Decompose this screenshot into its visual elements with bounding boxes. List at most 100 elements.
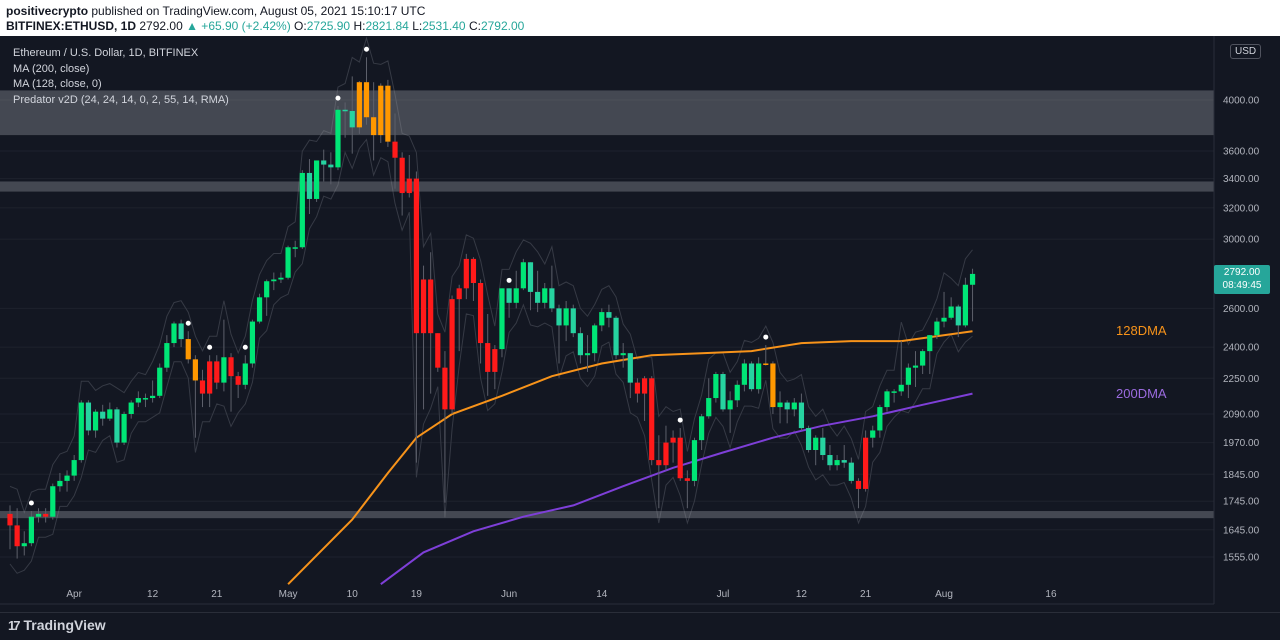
price-axis-label: 1970.00 [1223,438,1260,449]
candle-body [570,308,576,334]
candle-body [706,398,712,417]
candle-body [121,413,127,443]
candle-body [592,325,598,354]
candle-body [584,353,591,356]
candle-body [813,437,819,451]
candle-body [549,288,555,309]
price-axis-label: 2400.00 [1223,343,1260,354]
time-axis-label: May [279,589,298,600]
signal-dot [677,417,683,423]
candle-body [770,363,776,408]
candle-body [228,357,234,377]
time-axis-label: 21 [860,589,872,600]
candle-body [14,525,20,547]
candle-body [798,402,805,429]
candles [7,57,976,559]
signal-dot [207,344,213,350]
author-name[interactable]: positivecrypto [6,4,89,18]
candle-body [171,323,177,344]
currency-button[interactable]: USD [1230,44,1262,59]
candle-body [613,317,619,356]
candle-body [556,308,562,326]
candle-body [791,402,797,410]
tradingview-logo[interactable]: 17 TradingView [8,617,106,633]
candle-body [371,117,377,136]
candle-body [713,374,719,399]
legend-ma200[interactable]: MA (200, close) [13,62,90,75]
price-axis-label: 2250.00 [1223,374,1260,385]
candle-body [385,85,391,142]
candle-body [891,391,897,393]
candle-body [142,398,149,400]
candle-body [649,378,655,461]
signal-dot [28,500,34,506]
publish-line: published on TradingView.com, August 05,… [91,4,426,18]
candle-body [7,513,13,526]
candle-body [114,409,120,443]
candle-body [28,516,34,544]
legend-predator[interactable]: Predator v2D (24, 24, 14, 0, 2, 55, 14, … [13,93,229,106]
last-price-value: 2792.00 [1223,267,1261,278]
candle-body [848,462,854,481]
candle-body [485,343,491,372]
candle-body [841,460,847,463]
candle-body [748,363,755,390]
time-axis-label: 12 [147,589,159,600]
candle-body [71,460,77,476]
candle-body [449,299,455,410]
candle-body [670,437,676,443]
candle-body [477,282,484,344]
close-label: C: [468,19,481,33]
signal-dot [763,334,769,340]
candle-body [827,455,833,466]
last-price: 2792.00 [139,19,183,33]
time-axis-label: Jul [717,589,730,600]
candle-body [192,359,198,381]
candle-body [428,279,434,334]
candle-body [727,400,733,410]
time-axis-label: 14 [596,589,608,600]
grid-lines [0,36,1214,574]
candle-body [535,291,541,303]
candle-body [720,374,726,410]
candle-body [214,361,220,383]
candle-body [620,353,626,356]
ma128-line [287,330,973,585]
candle-body [691,440,698,481]
ma200-label: 200DMA [1116,386,1167,401]
candle-body [677,437,683,479]
candle-body [470,258,477,283]
candle-body [962,284,969,326]
ma200-line [380,392,973,586]
legend-title[interactable]: Ethereum / U.S. Dollar, 1D, BITFINEX [13,47,199,59]
legend-ma128[interactable]: MA (128, close, 0) [13,78,102,90]
high-label: H: [353,19,366,33]
candle-body [627,353,633,383]
candle-body [292,247,298,249]
high-value: 2821.84 [365,19,409,33]
price-zone [0,511,1214,519]
time-axis-label: Aug [935,589,953,600]
symbol-ohlc-line: BITFINEX:ETHUSD, 1D 2792.00 ▲ +65.90 (+2… [6,19,524,33]
predator-lower-band [9,138,973,574]
candle-body [306,172,313,199]
candle-body [513,288,519,303]
candle-body [392,141,398,158]
chart-pane[interactable] [0,36,1280,612]
candle-body [699,416,705,441]
axes[interactable]: 1555.00 1645.00 1745.00 1845.00 1970.00 2090.… [0,36,1260,605]
candle-body [199,380,206,394]
tradingview-logo-icon: 17 [8,617,21,633]
candle-body [349,111,355,128]
candle-body [435,333,441,368]
symbol-label: BITFINEX:ETHUSD, 1D [6,19,137,33]
candle-body [135,398,141,403]
price-axis-label: 1845.00 [1223,470,1260,481]
signal-dot [185,320,191,326]
low-value: 2531.40 [422,19,466,33]
candle-body [542,288,548,303]
candle-body [50,486,56,517]
candle-body [107,409,113,419]
candle-body [256,297,263,322]
